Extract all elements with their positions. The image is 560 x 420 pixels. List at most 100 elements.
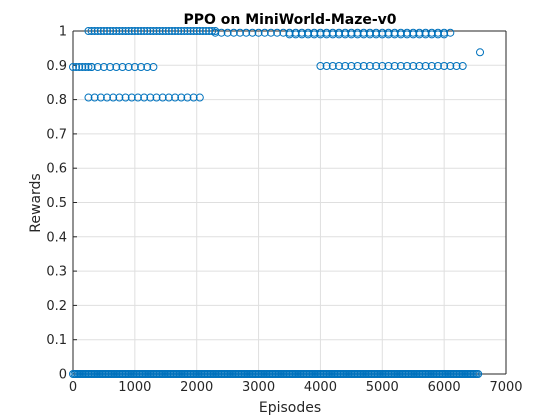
data-point bbox=[149, 63, 158, 72]
data-point bbox=[427, 61, 436, 70]
data-point bbox=[359, 30, 368, 39]
data-point bbox=[180, 27, 189, 35]
data-point bbox=[347, 30, 356, 39]
data-point bbox=[84, 63, 93, 72]
data-point bbox=[415, 30, 424, 39]
data-point bbox=[372, 61, 381, 70]
data-point bbox=[96, 93, 105, 102]
data-point bbox=[133, 27, 142, 35]
data-point bbox=[72, 63, 81, 72]
data-point bbox=[109, 27, 118, 35]
data-point bbox=[223, 28, 232, 37]
data-point bbox=[390, 61, 399, 70]
data-point bbox=[112, 63, 121, 72]
data-point bbox=[433, 61, 442, 70]
data-point bbox=[236, 28, 245, 37]
data-point bbox=[115, 27, 124, 35]
x-tick-label: 4000 bbox=[304, 380, 337, 395]
data-point bbox=[260, 28, 269, 37]
y-tick-label: 0.2 bbox=[46, 299, 67, 314]
data-points bbox=[69, 27, 485, 378]
data-point bbox=[403, 61, 412, 70]
y-tick-label: 0.8 bbox=[46, 93, 67, 108]
data-point bbox=[217, 28, 226, 37]
y-tick-label: 0.9 bbox=[46, 59, 67, 74]
data-point bbox=[476, 48, 485, 57]
data-point bbox=[415, 61, 424, 70]
data-point bbox=[242, 28, 251, 37]
data-point bbox=[189, 93, 198, 102]
y-tick-label: 0.6 bbox=[46, 162, 67, 177]
data-point bbox=[458, 61, 467, 70]
data-point bbox=[341, 61, 350, 70]
data-point bbox=[93, 27, 102, 35]
data-point bbox=[81, 63, 90, 72]
data-point bbox=[440, 30, 449, 39]
data-point bbox=[121, 93, 130, 102]
data-point bbox=[87, 27, 96, 35]
data-point bbox=[409, 30, 418, 39]
data-point bbox=[396, 61, 405, 70]
data-point bbox=[378, 30, 387, 39]
x-tick-label: 5000 bbox=[366, 380, 399, 395]
data-point bbox=[474, 370, 483, 378]
x-tick-label: 6000 bbox=[428, 380, 461, 395]
data-point bbox=[316, 30, 325, 39]
x-tick-label: 2000 bbox=[180, 380, 213, 395]
data-point bbox=[164, 27, 173, 35]
data-point bbox=[118, 63, 127, 72]
grid bbox=[72, 30, 507, 375]
data-point bbox=[118, 27, 127, 35]
data-point bbox=[137, 63, 146, 72]
data-point bbox=[146, 27, 155, 35]
data-point bbox=[359, 61, 368, 70]
data-point bbox=[75, 63, 84, 72]
data-point bbox=[322, 61, 331, 70]
tick-labels: 0 1000 2000 3000 4000 5000 6000 7000 0 0.1 0.2 0.3 0… bbox=[46, 25, 522, 396]
data-point bbox=[177, 27, 186, 35]
x-tick-label: 1000 bbox=[118, 380, 151, 395]
data-point bbox=[130, 63, 139, 72]
data-point bbox=[195, 93, 204, 102]
data-point bbox=[84, 93, 93, 102]
data-point bbox=[248, 28, 257, 37]
data-point bbox=[186, 27, 195, 35]
data-point bbox=[112, 27, 121, 35]
data-point bbox=[341, 30, 350, 39]
data-point bbox=[273, 28, 282, 37]
x-axis-label: Episodes bbox=[259, 400, 321, 416]
data-point bbox=[137, 27, 146, 35]
data-point bbox=[99, 27, 108, 35]
data-point bbox=[124, 27, 133, 35]
y-axis-label: Rewards bbox=[28, 173, 44, 232]
data-point bbox=[396, 30, 405, 39]
y-tick-label: 0.7 bbox=[46, 127, 67, 142]
data-point bbox=[384, 30, 393, 39]
data-point bbox=[149, 27, 158, 35]
data-point bbox=[103, 93, 112, 102]
data-point bbox=[106, 63, 115, 72]
data-point bbox=[378, 61, 387, 70]
data-point bbox=[322, 30, 331, 39]
data-point bbox=[328, 30, 337, 39]
data-point bbox=[198, 27, 207, 35]
data-point bbox=[140, 93, 149, 102]
data-point bbox=[192, 27, 201, 35]
data-point bbox=[291, 30, 300, 39]
y-tick-label: 0 bbox=[59, 368, 67, 383]
data-point bbox=[130, 27, 139, 35]
data-point bbox=[316, 61, 325, 70]
data-point bbox=[266, 28, 275, 37]
data-point bbox=[421, 61, 430, 70]
data-point bbox=[143, 63, 152, 72]
data-point bbox=[93, 63, 102, 72]
data-point bbox=[183, 93, 192, 102]
data-point bbox=[155, 27, 164, 35]
data-point bbox=[409, 61, 418, 70]
data-point bbox=[96, 27, 105, 35]
data-point bbox=[158, 27, 167, 35]
data-point bbox=[103, 27, 112, 35]
